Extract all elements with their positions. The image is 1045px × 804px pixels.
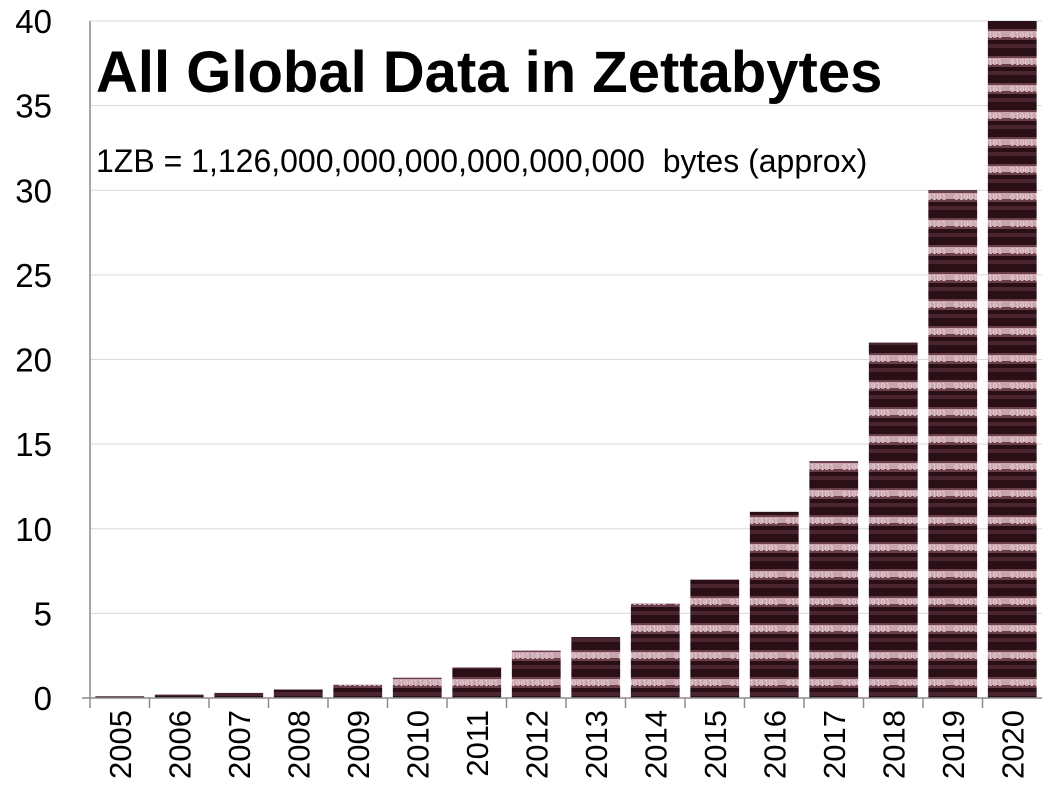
chart-subtitle: 1ZB = 1,126,000,000,000,000,000,000 byte… bbox=[96, 143, 867, 179]
y-tick-label: 30 bbox=[15, 172, 52, 209]
x-tick-label: 2012 bbox=[519, 710, 554, 779]
bar-2019 bbox=[928, 190, 978, 698]
bar-2020 bbox=[987, 21, 1037, 698]
bar-2005 bbox=[95, 696, 145, 698]
grid-lines bbox=[90, 20, 1042, 614]
x-tick-label: 2007 bbox=[222, 710, 257, 779]
bar-2007 bbox=[214, 692, 264, 698]
bar-2014 bbox=[630, 603, 680, 698]
x-tick-label: 2015 bbox=[698, 710, 733, 779]
bar-2017 bbox=[809, 461, 859, 698]
y-tick-label: 0 bbox=[34, 680, 52, 717]
bar-2011 bbox=[452, 667, 502, 698]
x-tick-label: 2013 bbox=[579, 710, 614, 779]
x-tick-label: 2017 bbox=[817, 710, 852, 779]
y-tick-label: 5 bbox=[34, 595, 52, 632]
x-tick-label: 2008 bbox=[281, 710, 316, 779]
y-tick-label: 40 bbox=[15, 3, 52, 40]
x-tick-label: 2020 bbox=[995, 710, 1030, 779]
y-tick-label: 25 bbox=[15, 257, 52, 294]
bar-2013 bbox=[571, 637, 621, 698]
x-tick-label: 2016 bbox=[757, 710, 792, 779]
bar-2018 bbox=[868, 342, 918, 698]
bar-2015 bbox=[690, 579, 740, 698]
y-tick-label: 10 bbox=[15, 511, 52, 548]
x-tick-label: 2010 bbox=[400, 710, 435, 779]
chart-title: All Global Data in Zettabytes bbox=[96, 40, 882, 105]
bar-2012 bbox=[511, 650, 561, 698]
bar-2009 bbox=[333, 684, 383, 698]
bar-2016 bbox=[749, 511, 799, 698]
bar-2006 bbox=[154, 694, 204, 698]
y-tick-label: 20 bbox=[15, 342, 52, 379]
bar-2010 bbox=[392, 677, 442, 698]
x-tick-label: 2005 bbox=[103, 710, 138, 779]
x-tick-label: 2011 bbox=[460, 710, 495, 777]
y-tick-label: 15 bbox=[15, 426, 52, 463]
bars bbox=[95, 21, 1037, 698]
x-tick-label: 2009 bbox=[341, 710, 376, 779]
x-tick-label: 2006 bbox=[162, 710, 197, 779]
bar-2008 bbox=[273, 689, 323, 698]
y-tick-labels: 0 5 10 15 20 25 30 35 40 bbox=[15, 3, 52, 717]
y-tick-label: 35 bbox=[15, 88, 52, 125]
x-tick-label: 2018 bbox=[876, 710, 911, 779]
axes bbox=[82, 21, 1042, 699]
x-tick-label: 2014 bbox=[638, 710, 673, 779]
x-tick-label: 2019 bbox=[936, 710, 971, 779]
x-tick-labels: 2005 2006 2007 2008 2009 2010 2011 2012 2013 2014… bbox=[89, 698, 1030, 779]
